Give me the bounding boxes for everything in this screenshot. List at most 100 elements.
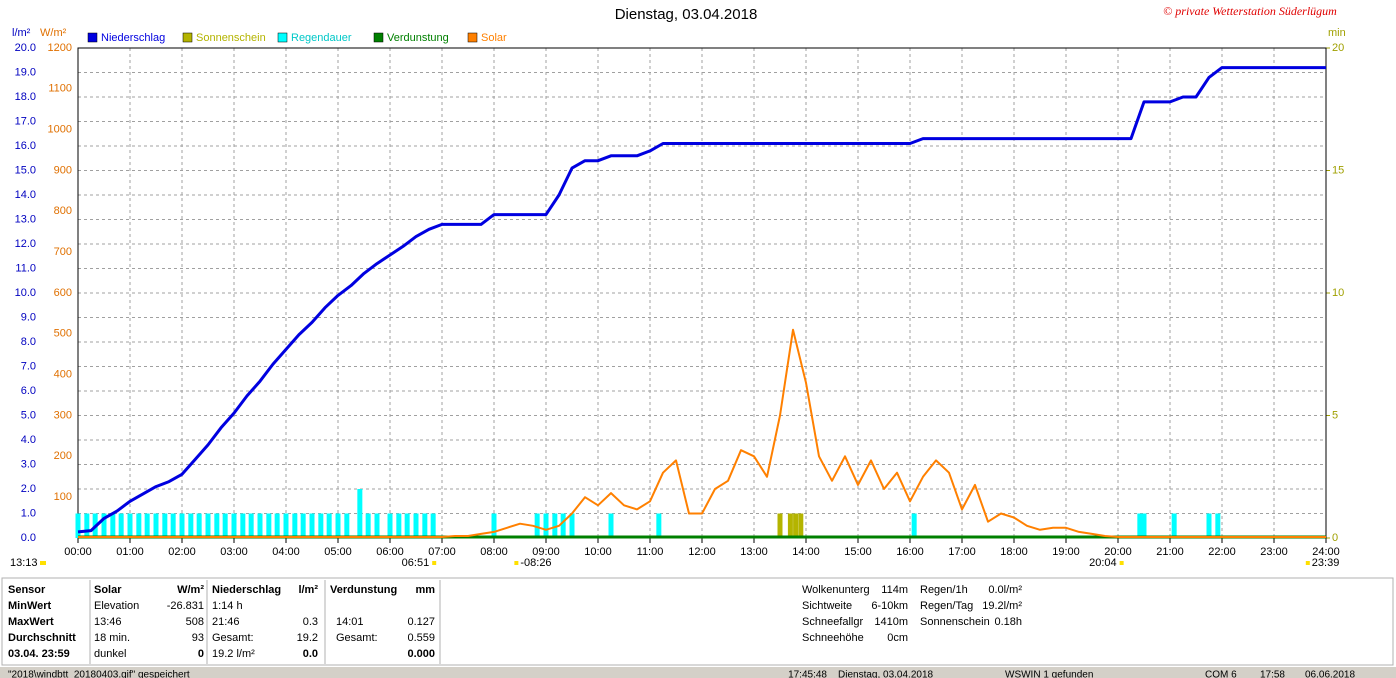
stats-col-unit: W/m² bbox=[177, 584, 204, 596]
status-bar bbox=[0, 667, 1396, 678]
chart-title: Dienstag, 03.04.2018 bbox=[615, 6, 758, 23]
x-tick-label: 19:00 bbox=[1052, 546, 1080, 558]
bar bbox=[188, 513, 194, 538]
x-tick-label: 16:00 bbox=[896, 546, 924, 558]
bar bbox=[84, 513, 90, 538]
status-text: 17:45:48 bbox=[788, 670, 827, 678]
bar bbox=[374, 513, 380, 538]
daylight-label: 13:13 bbox=[10, 557, 38, 569]
bar bbox=[491, 513, 497, 538]
y-tick-label: 3.0 bbox=[21, 458, 36, 470]
bar bbox=[569, 513, 575, 538]
y3-tick-label: 600 bbox=[54, 287, 72, 299]
bar bbox=[1141, 513, 1147, 538]
x-tick-label: 06:00 bbox=[376, 546, 404, 558]
y-tick-label: 18.0 bbox=[15, 91, 36, 103]
credit: © private Wetterstation Süderlügum bbox=[1163, 4, 1337, 18]
status-text: 17:58 bbox=[1260, 670, 1285, 678]
stats-cell: Regen/Tag bbox=[920, 600, 973, 612]
bar bbox=[170, 513, 176, 538]
bar bbox=[300, 513, 306, 538]
bar bbox=[179, 513, 185, 538]
x-tick-label: 03:00 bbox=[220, 546, 248, 558]
status-text: WSWIN 1 gefunden bbox=[1005, 670, 1093, 678]
stats-cell: 19.2 l/m² bbox=[212, 648, 255, 660]
stats-cell: Schneehöhe bbox=[802, 632, 864, 644]
stats-value: 0.000 bbox=[407, 648, 435, 660]
stats-value: -26.831 bbox=[167, 600, 204, 612]
stats-row-label: 03.04. 23:59 bbox=[8, 648, 70, 660]
y3-tick-label: 400 bbox=[54, 369, 72, 381]
y3-tick-label: 800 bbox=[54, 205, 72, 217]
y-tick-label: 17.0 bbox=[15, 115, 36, 127]
status-text: 06.06.2018 bbox=[1305, 670, 1355, 678]
x-tick-label: 21:00 bbox=[1156, 546, 1184, 558]
x-tick-label: 15:00 bbox=[844, 546, 872, 558]
y-unit: l/m² bbox=[12, 27, 31, 39]
stats-value: 0 bbox=[198, 648, 204, 660]
x-tick-label: 23:00 bbox=[1260, 546, 1288, 558]
x-tick-label: 00:00 bbox=[64, 546, 92, 558]
y3-tick-label: 700 bbox=[54, 246, 72, 258]
stats-col-unit: mm bbox=[415, 584, 435, 596]
stats-cell: 13:46 bbox=[94, 616, 122, 628]
stats-col-title: Niederschlag bbox=[212, 584, 281, 596]
x-tick-label: 11:00 bbox=[637, 546, 664, 558]
bar bbox=[214, 513, 220, 538]
stats-value: 114m bbox=[881, 584, 908, 596]
stats-value: 93 bbox=[192, 632, 204, 644]
y3-tick-label: 100 bbox=[54, 491, 72, 503]
bar bbox=[422, 513, 428, 538]
stats-value: 0.559 bbox=[407, 632, 435, 644]
x-tick-label: 13:00 bbox=[740, 546, 768, 558]
status-text: Dienstag, 03.04.2018 bbox=[838, 670, 934, 678]
stats-value: 6-10km bbox=[871, 600, 908, 612]
stats-value: 0.127 bbox=[407, 616, 435, 628]
x-tick-label: 07:00 bbox=[428, 546, 456, 558]
y3-tick-label: 900 bbox=[54, 164, 72, 176]
bar bbox=[543, 513, 549, 538]
bar bbox=[656, 513, 662, 538]
bar bbox=[560, 513, 566, 538]
y2-unit: min bbox=[1328, 27, 1346, 39]
x-tick-label: 24:00 bbox=[1312, 546, 1340, 558]
bar bbox=[257, 513, 263, 538]
y3-tick-label: 500 bbox=[54, 328, 72, 340]
y2-tick-label: 10 bbox=[1332, 287, 1344, 299]
bar bbox=[283, 513, 289, 538]
stats-cell: Sonnenschein bbox=[920, 616, 990, 628]
x-tick-label: 14:00 bbox=[792, 546, 820, 558]
bar bbox=[274, 513, 280, 538]
stats-col-title: Verdunstung bbox=[330, 584, 397, 596]
stats-col-title: Solar bbox=[94, 584, 122, 596]
sun-marker bbox=[1305, 561, 1310, 565]
y2-tick-label: 0 bbox=[1332, 532, 1338, 544]
stats-value: 0.0 bbox=[303, 648, 318, 660]
bar bbox=[1137, 513, 1143, 538]
stats-cell: Gesamt: bbox=[212, 632, 254, 644]
line bbox=[78, 328, 1326, 538]
stats-row-label: MaxWert bbox=[8, 616, 54, 628]
bar bbox=[196, 513, 202, 538]
status-text: "2018\windbtt_20180403.gif" gespeichert bbox=[8, 670, 190, 678]
bar bbox=[387, 513, 393, 538]
x-tick-label: 01:00 bbox=[116, 546, 144, 558]
legend-swatch bbox=[467, 32, 478, 43]
stats-cell: Gesamt: bbox=[336, 632, 378, 644]
bar bbox=[777, 513, 783, 538]
stats-cell: Schneefallgr bbox=[802, 616, 863, 628]
sun-marker bbox=[40, 561, 46, 565]
bar bbox=[136, 513, 142, 538]
bar bbox=[335, 513, 341, 538]
stats-cell: Elevation bbox=[94, 600, 139, 612]
sun-event-label: 20:04 bbox=[1089, 557, 1117, 569]
legend-label: Solar bbox=[481, 32, 507, 44]
y3-tick-label: 300 bbox=[54, 409, 72, 421]
y-tick-label: 16.0 bbox=[15, 140, 36, 152]
y-tick-label: 15.0 bbox=[15, 164, 36, 176]
bar bbox=[798, 513, 804, 538]
y-tick-label: 0.0 bbox=[21, 532, 36, 544]
y-tick-label: 13.0 bbox=[15, 213, 36, 225]
y-tick-label: 11.0 bbox=[15, 262, 36, 274]
